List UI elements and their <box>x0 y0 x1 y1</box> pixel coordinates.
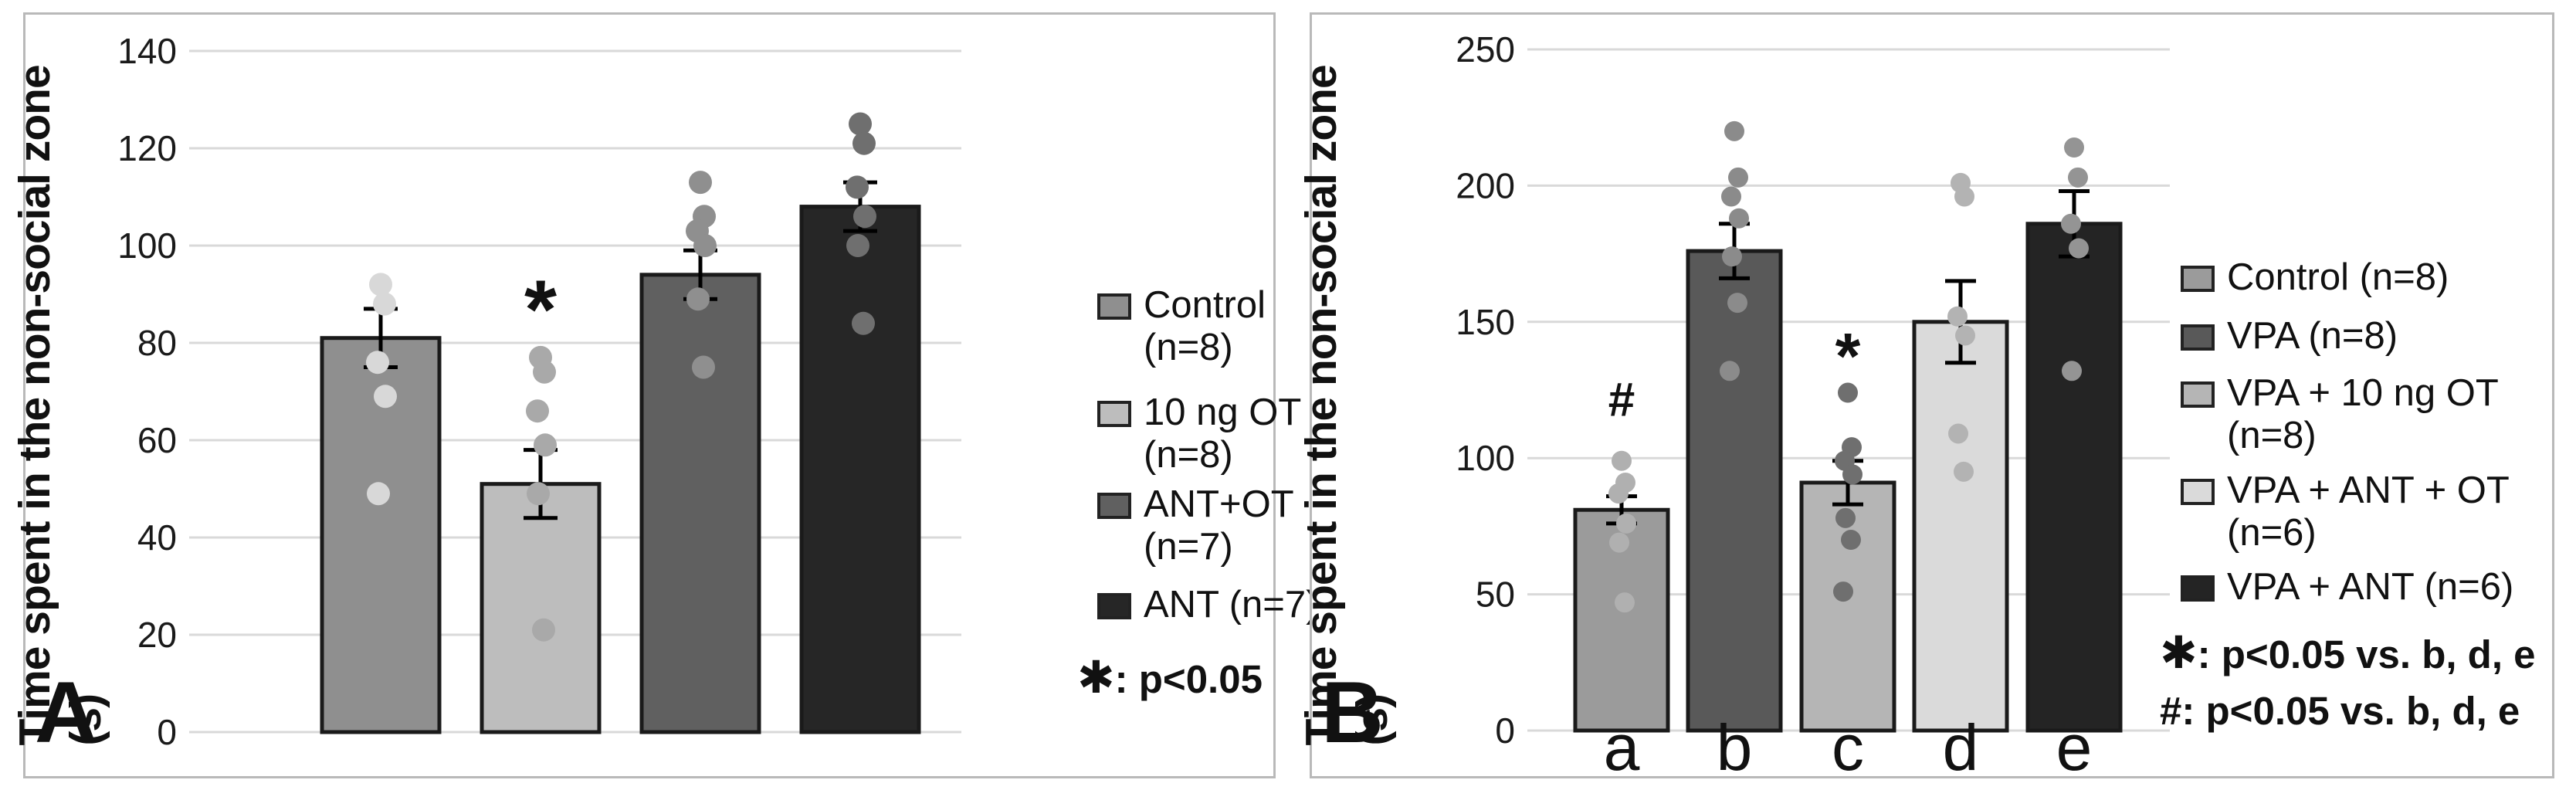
bar-ANT+OT (n=7) <box>639 273 761 734</box>
data-point <box>2064 137 2084 158</box>
data-point <box>1615 592 1635 613</box>
data-point <box>2069 238 2089 259</box>
data-point <box>2062 361 2082 381</box>
data-point <box>846 175 869 199</box>
data-point <box>1721 186 1741 207</box>
data-point <box>1947 306 1968 327</box>
data-point <box>2068 167 2088 188</box>
data-point <box>846 234 869 257</box>
bar-d <box>1912 320 2009 733</box>
y-tick-label: 100 <box>117 225 177 266</box>
x-category-label: d <box>1943 711 1979 776</box>
data-point <box>689 171 712 195</box>
data-point <box>1948 423 1968 444</box>
x-category-label: a <box>1604 711 1640 776</box>
y-tick-label: 0 <box>1495 710 1515 751</box>
data-point <box>1842 464 1863 485</box>
y-tick-label: 60 <box>137 420 177 460</box>
data-point <box>369 273 392 297</box>
data-point <box>1954 186 1974 207</box>
data-point <box>1722 246 1742 267</box>
y-tick-label: 40 <box>137 517 177 558</box>
data-point <box>692 355 715 379</box>
data-point <box>686 287 710 311</box>
data-point <box>852 311 875 335</box>
x-category-label: e <box>2056 711 2093 776</box>
y-tick-label: 150 <box>1456 302 1515 342</box>
data-point <box>1609 532 1629 553</box>
y-tick-label: 200 <box>1456 165 1515 205</box>
data-point <box>527 482 550 506</box>
panel-letter-a: A <box>35 664 97 761</box>
sig-asterisk: * <box>524 262 557 355</box>
data-point <box>373 292 396 316</box>
panel-letter-b: B <box>1321 664 1384 761</box>
bar-b <box>1686 249 1783 733</box>
data-point <box>1833 581 1853 602</box>
data-point <box>1954 461 1974 482</box>
data-point <box>1724 120 1744 141</box>
y-tick-label: 50 <box>1476 575 1515 615</box>
data-point <box>1835 507 1856 528</box>
data-point <box>1727 293 1747 314</box>
y-tick-label: 0 <box>157 712 177 752</box>
y-tick-label: 20 <box>137 615 177 655</box>
data-point <box>1720 361 1740 381</box>
y-tick-label: 250 <box>1456 29 1515 70</box>
data-point <box>1616 513 1636 534</box>
data-point <box>526 399 549 423</box>
data-point <box>366 351 389 375</box>
data-point <box>1608 483 1629 504</box>
x-category-label: b <box>1717 711 1753 776</box>
data-point <box>367 482 390 506</box>
plot-area-b: 0 50 100 150 200 250 # a b * c d e <box>1456 29 2170 776</box>
bar-10 ng OT (n=8) <box>480 482 602 734</box>
data-point <box>852 131 876 155</box>
y-tick-label: 140 <box>117 31 177 71</box>
bar-ANT (n=7) <box>799 205 921 734</box>
data-point <box>1729 208 1749 229</box>
data-point <box>533 360 556 384</box>
plot-area-a: 0 20 40 60 80 100 120 140 * <box>117 31 961 752</box>
data-point <box>1838 382 1858 403</box>
data-point <box>2061 213 2081 234</box>
data-point <box>1955 325 1975 346</box>
x-category-label: c <box>1832 711 1864 776</box>
y-tick-label: 100 <box>1456 438 1515 478</box>
data-point <box>853 205 876 229</box>
y-tick-label: 80 <box>137 323 177 363</box>
data-point <box>1728 167 1748 188</box>
y-tick-label: 120 <box>117 128 177 168</box>
sig-hash: # <box>1608 373 1635 426</box>
bar-e <box>2025 222 2123 733</box>
data-point <box>849 112 872 136</box>
sig-asterisk: * <box>1835 320 1861 392</box>
data-point <box>374 385 397 409</box>
data-point <box>693 234 717 257</box>
data-point <box>1612 450 1632 471</box>
data-point <box>1841 530 1861 551</box>
data-point <box>532 618 555 642</box>
data-point <box>534 433 557 457</box>
